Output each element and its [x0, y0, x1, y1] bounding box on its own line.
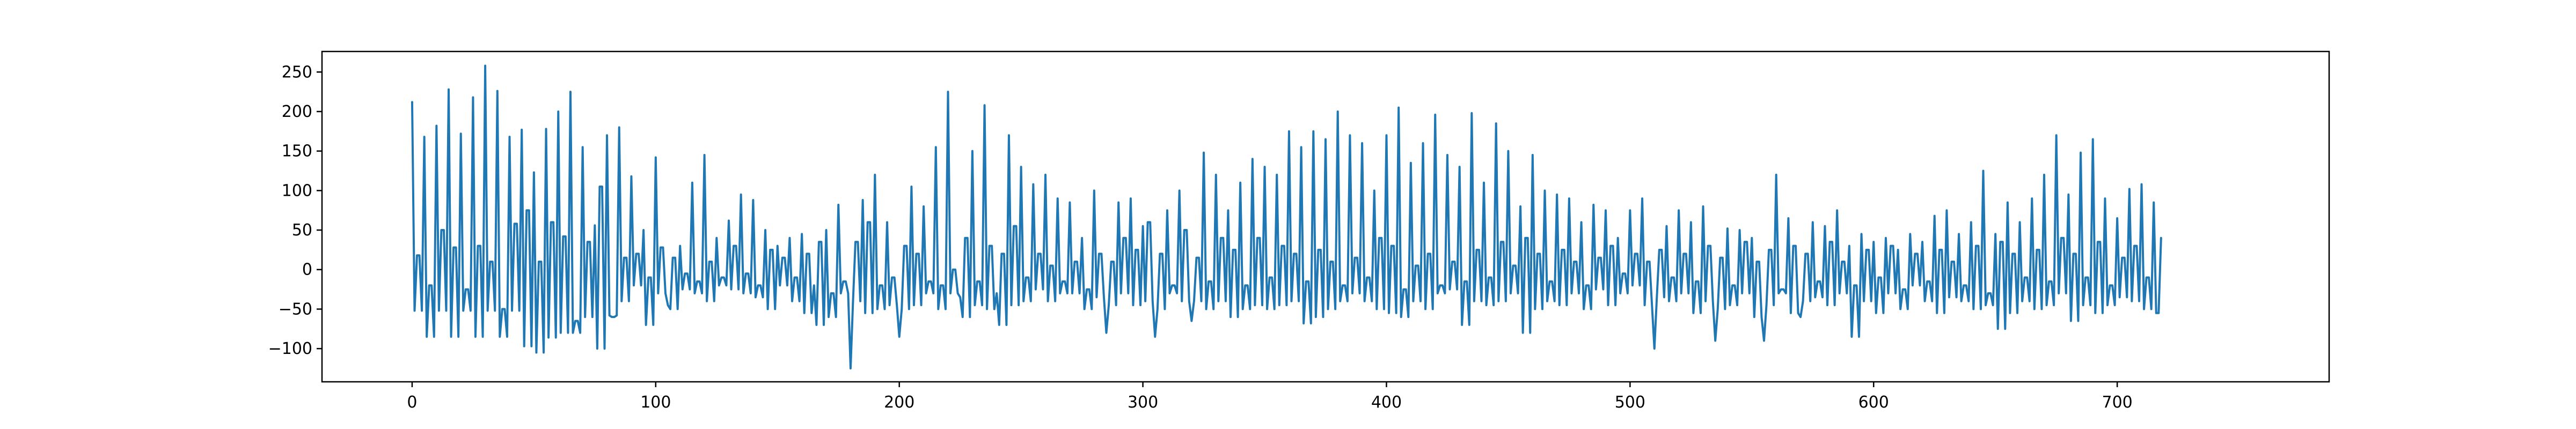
- x-tick-label: 300: [1128, 393, 1158, 412]
- x-tick-label: 600: [1858, 393, 1889, 412]
- y-tick-label: 250: [282, 63, 312, 82]
- y-tick-label: 100: [282, 181, 312, 200]
- y-tick-label: 50: [292, 221, 312, 240]
- x-tick-label: 400: [1371, 393, 1402, 412]
- y-tick-label: 0: [302, 261, 312, 279]
- x-tick-label: 200: [884, 393, 914, 412]
- x-axis: 0 100 200 300 400 500 600 700: [407, 382, 2133, 412]
- x-tick-label: 700: [2102, 393, 2132, 412]
- x-tick-label: 0: [407, 393, 417, 412]
- y-tick-label: −50: [279, 300, 312, 319]
- y-axis: −100 −50 0 50 100 150 200 250: [268, 63, 322, 358]
- x-tick-label: 100: [640, 393, 671, 412]
- y-tick-label: 150: [282, 142, 312, 161]
- y-tick-label: −100: [268, 339, 312, 358]
- y-tick-label: 200: [282, 102, 312, 121]
- plot-area-frame: [321, 50, 2330, 383]
- x-tick-label: 500: [1615, 393, 1645, 412]
- data-series-line: [411, 64, 2162, 369]
